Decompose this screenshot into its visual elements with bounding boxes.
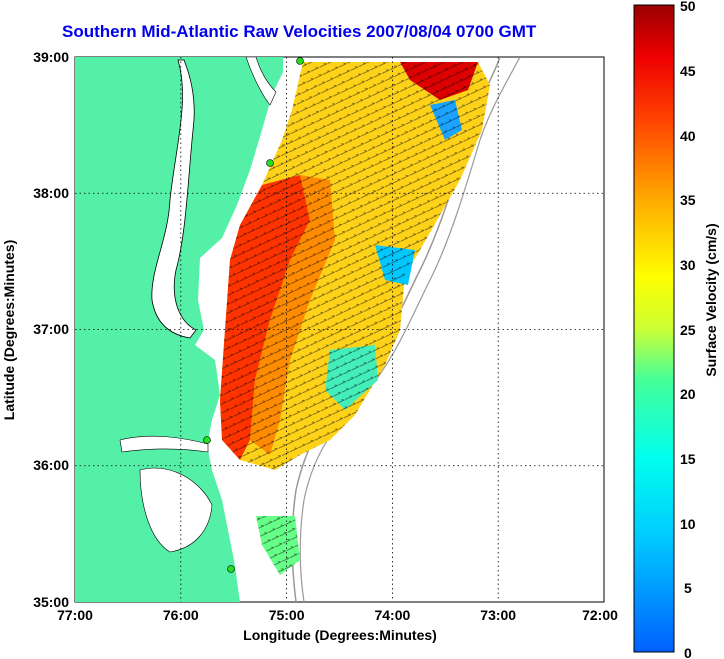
velocity-arrows-south: [256, 516, 300, 575]
y-tick-label: 35:00: [33, 594, 69, 610]
station-marker: [266, 159, 274, 167]
albemarle-sound: [119, 435, 209, 453]
colorbar-tick: 30: [680, 257, 696, 273]
colorbar-tick: 50: [680, 0, 696, 14]
colorbar-tick: 25: [680, 322, 696, 338]
shelf-contour-deep: [299, 57, 521, 602]
map-gridlines: [75, 57, 604, 602]
colorbar: [633, 4, 675, 653]
x-tick-label: 72:00: [582, 607, 618, 623]
chesapeake-bay: [151, 59, 197, 339]
x-tick-label: 73:00: [480, 607, 516, 623]
colorbar-tick: 45: [680, 63, 696, 79]
y-axis-label: Latitude (Degrees:Minutes): [1, 240, 17, 420]
y-tick-label: 38:00: [33, 185, 69, 201]
y-tick-label: 37:00: [33, 321, 69, 337]
y-tick-label: 36:00: [33, 457, 69, 473]
colorbar-tick: 35: [680, 192, 696, 208]
station-marker: [203, 436, 211, 444]
station-marker: [296, 57, 304, 65]
colorbar-tick: 5: [684, 580, 692, 596]
pamlico-sound: [139, 467, 213, 553]
velocity-arrows: [220, 62, 490, 470]
delaware-bay: [245, 57, 277, 106]
x-tick-label: 75:00: [269, 607, 305, 623]
station-marker: [227, 565, 235, 573]
x-axis-label: Longitude (Degrees:Minutes): [243, 627, 437, 643]
y-tick-label: 39:00: [33, 49, 69, 65]
colorbar-tick: 20: [680, 386, 696, 402]
map-title: Southern Mid-Atlantic Raw Velocities 200…: [62, 22, 537, 41]
x-tick-label: 76:00: [163, 607, 199, 623]
colorbar-tick: 15: [680, 451, 696, 467]
x-tick-label: 74:00: [374, 607, 410, 623]
colorbar-label: Surface Velocity (cm/s): [703, 223, 719, 376]
colorbar-tick: 10: [680, 516, 696, 532]
colorbar-tick: 0: [684, 645, 692, 659]
x-tick-label: 77:00: [57, 607, 93, 623]
colorbar-tick: 40: [680, 128, 696, 144]
